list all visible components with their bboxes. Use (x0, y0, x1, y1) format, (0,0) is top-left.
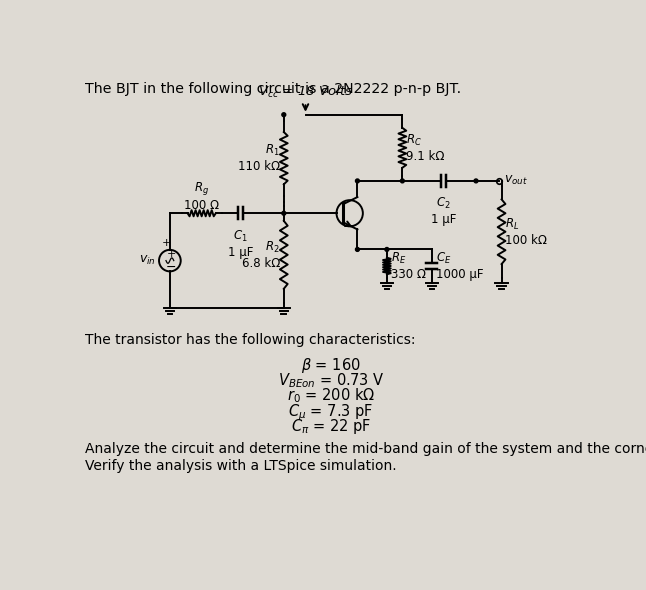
Circle shape (474, 179, 478, 183)
Text: $\beta$ = 160: $\beta$ = 160 (301, 356, 361, 375)
Circle shape (355, 179, 359, 183)
Text: $R_g$
100 Ω: $R_g$ 100 Ω (184, 181, 219, 212)
Text: $C_\pi$ = 22 pF: $C_\pi$ = 22 pF (291, 417, 371, 436)
Circle shape (282, 211, 286, 215)
Text: Verify the analysis with a LTSpice simulation.: Verify the analysis with a LTSpice simul… (85, 459, 397, 473)
Circle shape (401, 179, 404, 183)
Text: $C_\mu$ = 7.3 pF: $C_\mu$ = 7.3 pF (288, 402, 374, 422)
Text: The transistor has the following characteristics:: The transistor has the following charact… (85, 333, 416, 346)
Text: $R_L$
100 kΩ: $R_L$ 100 kΩ (505, 217, 547, 247)
Circle shape (355, 248, 359, 251)
Text: +: + (162, 238, 171, 248)
Text: Analyze the circuit and determine the mid-band gain of the system and the corner: Analyze the circuit and determine the mi… (85, 442, 646, 456)
Text: $R_1$
110 kΩ: $R_1$ 110 kΩ (238, 143, 280, 173)
Text: $R_C$
9.1 kΩ: $R_C$ 9.1 kΩ (406, 133, 444, 163)
Text: The BJT in the following circuit is a 2N2222 p-n-p BJT.: The BJT in the following circuit is a 2N… (85, 81, 461, 96)
Text: −: − (166, 261, 176, 274)
Text: $R_2$
6.8 kΩ: $R_2$ 6.8 kΩ (242, 240, 280, 270)
Circle shape (385, 248, 389, 251)
Text: $v_{out}$: $v_{out}$ (504, 175, 528, 188)
Text: +: + (167, 248, 176, 258)
Text: $V_{BEon}$ = 0.73 V: $V_{BEon}$ = 0.73 V (278, 371, 384, 390)
Text: $V_{cc}$ = 18 Volts: $V_{cc}$ = 18 Volts (258, 84, 353, 100)
Text: $v_{in}$: $v_{in}$ (139, 254, 156, 267)
Text: $C_2$
1 μF: $C_2$ 1 μF (431, 196, 456, 227)
Text: $r_0$ = 200 kΩ: $r_0$ = 200 kΩ (287, 386, 375, 405)
Text: $C_1$
1 μF: $C_1$ 1 μF (227, 229, 253, 259)
Circle shape (282, 113, 286, 117)
Text: $R_E$
330 Ω: $R_E$ 330 Ω (391, 251, 426, 281)
Text: $C_E$
1000 μF: $C_E$ 1000 μF (435, 251, 483, 281)
